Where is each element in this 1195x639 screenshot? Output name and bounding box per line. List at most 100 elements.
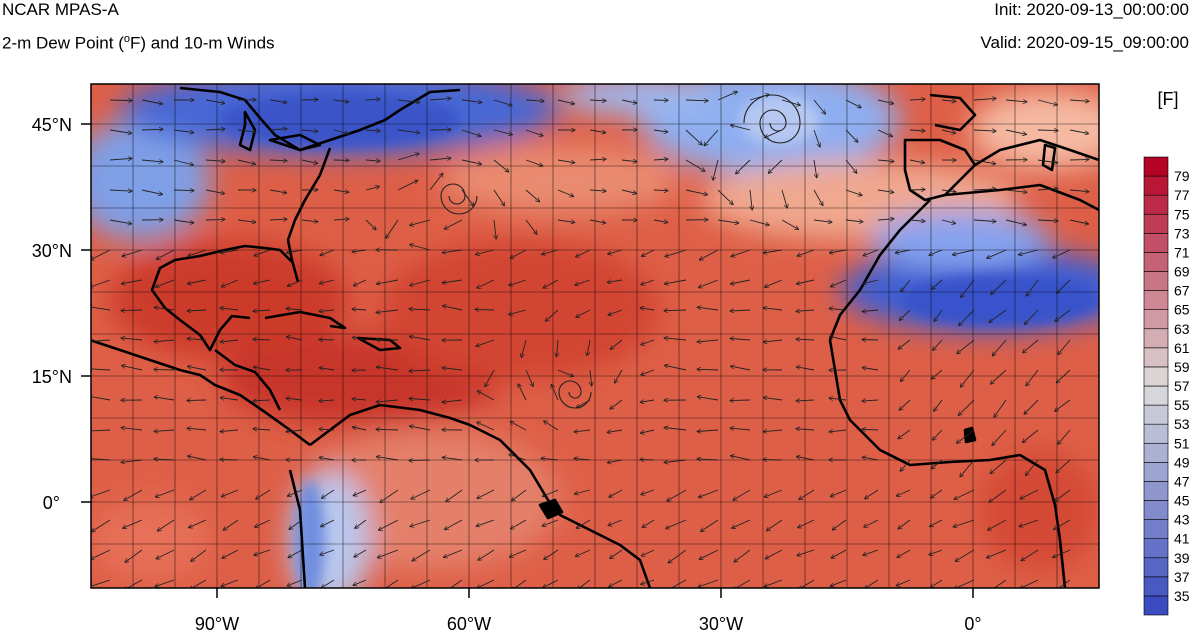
wind-arrow [865,579,879,588]
colorbar-tick-label: 63 [1174,321,1190,337]
wind-arrow [476,339,495,346]
wind-arrow [607,280,623,282]
wind-arrow [730,366,751,371]
wind-arrow [877,189,894,192]
wind-arrow [763,459,783,460]
wind-arrow [929,249,943,255]
wind-arrow [91,549,111,559]
wind-arrow [319,279,335,284]
wind-arrow [557,219,575,222]
wind-arrow [525,189,540,202]
wind-arrow [410,279,431,286]
wind-arrow [733,579,751,588]
wind-arrow [610,549,623,559]
wind-arrow [1053,249,1071,258]
wind-arrow [269,99,287,103]
wind-arrow [320,249,335,255]
wind-arrow [862,457,879,461]
wind-arrow [256,489,271,499]
wind-arrow [607,430,623,432]
wind-arrow [953,249,975,255]
wind-arrow [763,249,783,253]
wind-arrow [973,189,996,190]
wind-arrow [510,422,527,431]
wind-arrow [932,279,943,289]
wind-arrow [862,368,879,371]
wind-arrow [254,249,271,256]
wind-arrow [989,579,1007,588]
dewpoint-field [91,84,1099,588]
wind-arrow [685,159,705,171]
wind-arrow [189,519,207,528]
wind-arrow [698,579,719,587]
wind-arrow [610,339,623,349]
colorbar-box [1143,290,1169,310]
wind-arrow [587,339,591,356]
wind-arrow [575,489,591,494]
map-frame [90,83,1100,589]
wind-arrow [1019,519,1039,527]
wind-arrow [121,459,143,462]
colorbar-box [1143,576,1169,597]
wind-arrow [286,309,303,311]
wind-arrow [749,219,769,225]
field-title-prefix: 2-m Dew Point ( [2,33,124,53]
wind-arrow [813,129,820,147]
wind-arrow [700,249,719,260]
wind-arrow [898,519,911,529]
wind-arrow [411,489,431,499]
wind-arrow [352,399,367,400]
colorbar-tick-label: 57 [1174,378,1190,394]
wind-arrow [941,190,956,192]
wind-arrow [287,579,303,586]
wind-arrow [376,457,399,461]
wind-arrow [321,579,335,588]
wind-arrow [352,427,367,431]
wind-arrow [1005,189,1027,192]
colorbar-tick-label: 67 [1174,283,1190,299]
wind-arrow [1069,219,1089,224]
wind-arrow [973,220,996,222]
field-title: 2-m Dew Point (oF) and 10-m Winds [2,33,275,54]
wind-arrow [286,430,303,432]
wind-arrow [1026,369,1039,386]
wind-arrow [863,279,879,284]
wind-arrow [365,99,380,100]
wind-arrow [255,519,271,527]
wind-arrow [640,429,655,433]
wind-arrow [685,100,708,101]
wind-arrow [509,309,527,315]
wind-arrow [608,309,623,315]
wind-arrow [1054,519,1071,530]
wind-arrow [542,489,559,497]
wind-arrow [615,369,623,383]
axis-ticks [81,123,974,598]
colorbar-box [1143,481,1169,501]
wind-arrow [941,219,956,224]
wind-arrow [576,519,591,528]
wind-arrow [1055,489,1071,501]
wind-arrow [768,159,783,173]
wind-arrow [717,92,737,101]
wind-arrow [409,426,431,431]
wind-arrow [220,340,239,342]
wind-arrow [909,220,925,221]
wind-arrow [477,279,495,288]
wind-arrow [412,549,431,561]
wind-arrow [221,579,239,586]
wind-arrow [544,549,559,559]
wind-arrow [220,398,239,401]
wind-arrow [220,430,239,432]
colorbar-box [1143,595,1169,616]
wind-arrow [909,159,925,163]
wind-arrow [511,579,527,588]
wind-arrow [576,249,591,257]
wind-arrow [609,489,623,497]
wind-arrow [410,519,431,527]
wind-arrow [109,190,132,191]
wind-arrow [191,549,207,561]
wind-arrow [410,245,431,251]
wind-arrow [732,519,751,528]
wind-arrow [590,369,592,386]
colorbar-box [1143,500,1169,520]
